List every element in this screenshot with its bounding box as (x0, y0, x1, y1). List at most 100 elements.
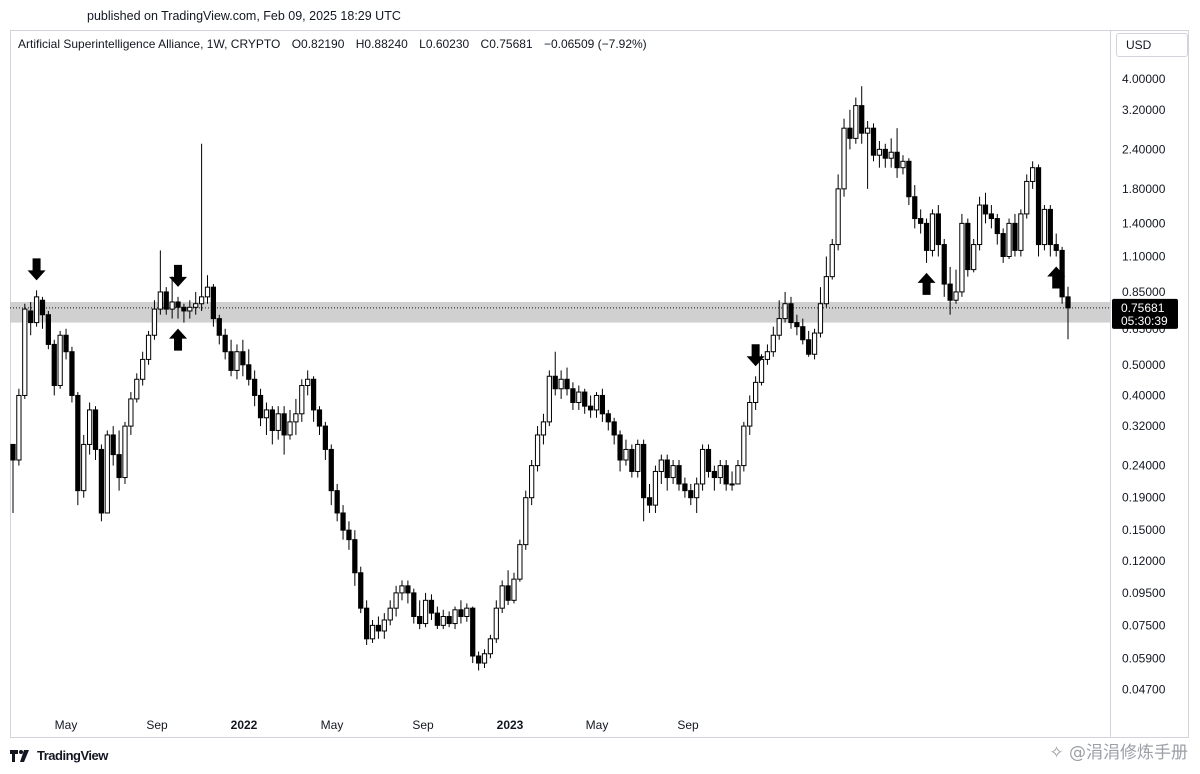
candle-body (81, 443, 87, 492)
candle-body (204, 286, 211, 298)
candle-body (570, 388, 576, 403)
candle-body (959, 222, 965, 293)
candle-body (122, 425, 128, 479)
x-tick-label: May (321, 718, 344, 732)
candle-body (387, 607, 393, 621)
candle-body (216, 318, 222, 336)
candle-body (523, 497, 529, 546)
price-tag-countdown: 05:30:39 (1121, 314, 1168, 328)
candle-body (305, 378, 311, 387)
currency-button[interactable]: USD (1116, 33, 1188, 57)
candle-body (228, 351, 234, 371)
candle-body (882, 148, 888, 159)
candle-body (658, 459, 664, 472)
candle-body (776, 318, 782, 336)
candle-body (86, 409, 93, 445)
tradingview-brand: TradingView (37, 748, 108, 763)
y-tick-label: 2.40000 (1122, 142, 1166, 156)
candle-body (994, 218, 1000, 235)
candle-body (163, 291, 169, 310)
legend-symbol[interactable]: Artificial Superintelligence Alliance, 1… (18, 37, 281, 51)
y-tick-label: 0.50000 (1122, 358, 1166, 372)
arrow-down-icon (27, 258, 46, 281)
y-tick-label: 0.85000 (1122, 285, 1166, 299)
candle-body (381, 619, 387, 632)
candle-body (328, 448, 334, 492)
candle-body (664, 459, 670, 479)
candle-body (847, 127, 853, 139)
candle-body (694, 483, 700, 499)
candle-body (1006, 222, 1012, 258)
candle-body (699, 448, 706, 485)
candle-body (529, 465, 535, 499)
candle-body (976, 204, 983, 246)
symbol-legend: Artificial Superintelligence Alliance, 1… (18, 37, 655, 51)
candle-body (464, 607, 470, 617)
candle-body (587, 405, 594, 411)
candle-body (364, 607, 370, 640)
candle-body (1024, 180, 1030, 215)
candle-body (564, 378, 570, 390)
candle-body (941, 244, 947, 285)
candle-body (652, 470, 659, 506)
candle-body (1035, 167, 1042, 246)
candle-body (735, 465, 741, 485)
candle-body (452, 609, 458, 625)
candle-body (92, 409, 99, 450)
candle-body (33, 296, 40, 324)
candle-body (770, 334, 776, 353)
arrow-up-icon (1047, 266, 1066, 289)
x-tick-label: 2022 (231, 718, 258, 732)
support-zone (10, 301, 1110, 323)
candle-body (593, 394, 600, 411)
candle-body (741, 425, 747, 467)
candle-body (864, 127, 871, 134)
candle-body (705, 448, 712, 472)
candle-body (1012, 222, 1018, 251)
candle-body (788, 303, 794, 324)
candle-body (641, 443, 647, 499)
candle-body (257, 394, 264, 419)
y-tick-label: 0.09500 (1122, 586, 1166, 600)
candle-body (358, 572, 364, 609)
candle-body (782, 303, 788, 320)
candle-body (10, 443, 16, 461)
candle-body (711, 470, 717, 479)
candle-body (210, 286, 217, 320)
candle-body (558, 378, 564, 390)
candle-body (458, 609, 464, 617)
y-tick-label: 3.20000 (1122, 103, 1166, 117)
candle-body (540, 421, 547, 436)
candle-body (405, 585, 411, 594)
published-caption: published on TradingView.com, Feb 09, 20… (87, 9, 401, 23)
price-tag-value: 0.75681 (1121, 301, 1165, 315)
candle-body (151, 308, 158, 336)
candle-body (116, 454, 122, 479)
y-tick-label: 0.15000 (1122, 523, 1166, 537)
candle-body (246, 364, 252, 380)
price-tag-box (1112, 298, 1178, 329)
candle-body (929, 213, 936, 251)
y-tick-label: 4.00000 (1122, 72, 1166, 86)
candle-body (481, 653, 488, 664)
candle-body (63, 334, 69, 353)
candle-body (187, 306, 193, 312)
candle-body (1047, 208, 1053, 246)
candle-body (157, 291, 163, 310)
candle-body (829, 244, 835, 278)
candle-body (310, 378, 317, 411)
candle-body (440, 615, 446, 626)
candle-body (1030, 167, 1036, 182)
candle-body (723, 465, 729, 485)
arrow-down-icon (746, 344, 765, 367)
candle-body (646, 497, 653, 506)
candle-body (269, 409, 275, 431)
candle-body (75, 394, 81, 492)
candle-body (275, 413, 281, 431)
x-tick-label: Sep (412, 718, 434, 732)
candle-body (800, 326, 806, 341)
tradingview-footer[interactable]: TradingView (10, 748, 108, 763)
x-tick-label: Sep (677, 718, 699, 732)
candle-body (747, 401, 753, 427)
